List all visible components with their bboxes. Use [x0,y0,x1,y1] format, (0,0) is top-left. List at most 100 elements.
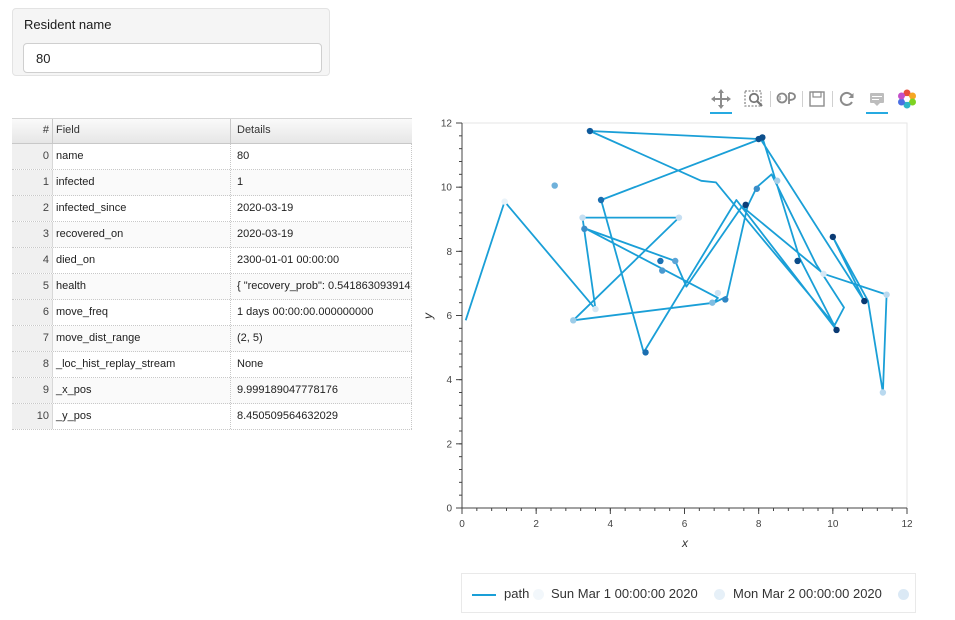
row-field: health [56,280,86,292]
path-point [675,214,683,221]
y-tick-label: 4 [446,375,452,386]
y-tick-label: 12 [441,119,453,130]
plot-frame [461,122,908,509]
row-field: infected [56,176,95,188]
table-row[interactable]: 6 move_freq 1 days 00:00:00.000000000 [12,300,412,326]
path-point [879,389,887,396]
path-point [709,299,716,306]
resident-name-input[interactable] [23,43,322,73]
pan-icon [711,89,731,109]
table-row[interactable]: 7 move_dist_range (2, 5) [12,326,412,352]
legend-item-path[interactable]: path [504,586,530,601]
path-point [581,225,588,233]
box-zoom-tool-button[interactable] [741,86,767,112]
bokeh-logo-button[interactable] [894,86,920,112]
row-field: _loc_hist_replay_stream [56,358,176,370]
row-details: 8.450509564632029 [237,410,338,422]
wheel-zoom-icon [776,92,796,104]
path-point [833,326,840,334]
pan-tool-button[interactable] [708,86,734,114]
legend-path-line [472,594,496,596]
path-point [551,182,558,189]
path-point [722,296,729,303]
path-point [657,257,664,265]
hover-tool-button[interactable] [864,86,890,114]
row-field: name [56,150,84,162]
row-index: 5 [42,280,49,292]
path-points [501,127,890,396]
x-axis-label: x [681,536,689,550]
plot-legend: path Sun Mar 1 00:00:00 2020 Mon Mar 2 0… [461,573,916,613]
path-point [570,317,577,324]
hover-icon [870,93,884,106]
row-index: 10 [36,410,49,422]
resident-name-widget: Resident name [12,8,330,76]
path-point [714,289,722,297]
table-row[interactable]: 5 health { "recovery_prob": 0.541863093914 [12,274,412,300]
path-point [501,198,508,205]
row-field: died_on [56,254,96,266]
bokeh-logo-icon [898,89,916,109]
resident-name-label: Resident name [24,17,112,32]
row-index: 3 [42,228,49,240]
save-icon [809,91,825,107]
y-tick-label: 0 [446,504,452,515]
save-tool-button[interactable] [804,86,830,112]
row-details: 80 [237,150,250,162]
path-point [794,257,801,265]
y-tick-label: 6 [446,311,452,322]
reset-icon [839,91,854,106]
x-tick-label: 4 [608,519,614,530]
path-point [586,127,594,135]
table-row[interactable]: 2 infected_since 2020-03-19 [12,196,412,222]
legend-item-mar2[interactable]: Mon Mar 2 00:00:00 2020 [733,586,882,601]
path-point [820,270,827,277]
legend-dot-mar2 [714,589,725,600]
table-header: # Field Details [12,118,412,144]
field-column-header[interactable]: Field [56,124,80,136]
path-point [597,196,605,204]
x-tick-label: 2 [533,519,539,530]
row-index: 4 [42,254,49,266]
box-zoom-icon [744,90,763,107]
x-tick-label: 6 [682,519,688,530]
y-axis-label: y [421,312,435,320]
path-point [642,349,649,356]
row-index: 7 [42,332,49,344]
path-point [672,257,679,265]
x-tick-label: 0 [459,519,465,530]
row-index: 9 [42,384,49,396]
table-body: 0 name 80 1 infected 1 2 infected_since 2020-03-… [12,144,412,430]
x-tick-label: 12 [901,519,913,530]
row-details: 2020-03-19 [237,228,294,240]
table-row[interactable]: 3 recovered_on 2020-03-19 [12,222,412,248]
table-row[interactable]: 0 name 80 [12,144,412,170]
row-field: move_freq [56,306,108,318]
plot-axes: 0 2 4 6 8 10 12 0 2 4 6 8 10 12 [441,119,913,531]
table-row[interactable]: 8 _loc_hist_replay_stream None [12,352,412,378]
row-details: 1 days 00:00:00.000000000 [237,306,374,318]
path-point [829,233,837,241]
path-point [861,297,868,305]
table-row[interactable]: 1 infected 1 [12,170,412,196]
reset-tool-button[interactable] [834,86,860,112]
legend-item-mar1[interactable]: Sun Mar 1 00:00:00 2020 [551,586,698,601]
row-index: 0 [42,150,49,162]
x-tick-label: 10 [827,519,839,530]
path-point [742,201,749,209]
table-row[interactable]: 4 died_on 2300-01-01 00:00:00 [12,248,412,274]
legend-dot-mar3 [898,589,909,600]
index-column-header[interactable]: # [42,124,49,136]
row-field: _y_pos [56,410,92,422]
wheel-zoom-tool-button[interactable] [774,86,800,112]
path-point [753,185,761,192]
row-details: 9.999189047778176 [237,384,338,396]
row-index: 8 [42,358,49,370]
path-point [774,177,781,184]
table-row[interactable]: 9 _x_pos 9.999189047778176 [12,378,412,404]
details-column-header[interactable]: Details [237,124,271,136]
table-row[interactable]: 10 _y_pos 8.450509564632029 [12,404,412,430]
legend-dot-mar1 [533,589,544,600]
row-index: 6 [42,306,49,318]
